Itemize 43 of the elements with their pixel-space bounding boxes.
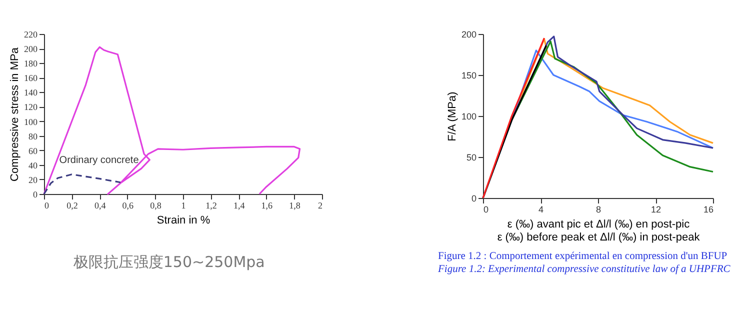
x-tick-label: 0,6 xyxy=(122,200,134,210)
x-tick-label: 1 xyxy=(181,200,186,210)
y-tick-label: 100 xyxy=(461,112,476,122)
y-tick-label: 200 xyxy=(461,30,476,40)
y-tick-label: 100 xyxy=(24,116,38,127)
x-tick-label: 0,2 xyxy=(66,200,78,210)
text: 极限抗压强度150~250Mpa xyxy=(72,253,265,271)
y-axis-title: F/A (MPa) xyxy=(446,92,458,142)
y-tick-label: 40 xyxy=(28,160,38,170)
y-tick-label: 160 xyxy=(24,73,38,84)
x-tick-label: 16 xyxy=(703,204,714,214)
y-tick-label: 60 xyxy=(28,146,38,156)
x-tick-label: 0 xyxy=(484,204,489,214)
y-tick-label: 0 xyxy=(471,194,476,204)
x-tick-label: 1,2 xyxy=(206,200,217,210)
y-tick-label: 200 xyxy=(24,44,38,54)
y-tick-label: 150 xyxy=(461,70,476,80)
x-tick-label: 1,8 xyxy=(289,200,301,210)
y-tick-label: 80 xyxy=(28,131,38,142)
x-tick-label: 1,6 xyxy=(261,200,274,210)
x-tick-label: 4 xyxy=(538,204,544,214)
y-tick-label: 220 xyxy=(24,30,38,40)
caption: Figure 1.2: Experimental compressive constitutive law of a UHPFRC xyxy=(437,264,732,275)
x-tick-label: 0,8 xyxy=(150,200,162,210)
line-series xyxy=(43,46,301,195)
y-tick-label: 20 xyxy=(28,174,38,185)
x-tick-label: 12 xyxy=(650,204,662,214)
x-tick-label: 8 xyxy=(596,204,602,214)
line-series xyxy=(43,174,122,195)
x-axis-title: Strain in % xyxy=(156,214,210,226)
x-axis-title: ε (‰) avant pic et Δl/l (‰) en post-pic ε (‰) before peak et Δl/l (‰) in post-peak xyxy=(497,218,700,244)
x-tick-label: 0 xyxy=(44,200,50,210)
y-tick-label: 120 xyxy=(24,102,38,112)
x-tick-label: 1,4 xyxy=(233,200,246,210)
x-tick-label: 0,4 xyxy=(94,200,106,210)
caption: Figure 1.2 : Comportement expérimental en compression d'un BFUP xyxy=(438,251,728,262)
y-tick-label: 0 xyxy=(33,190,38,200)
y-tick-label: 50 xyxy=(466,152,476,162)
y-tick-label: 140 xyxy=(24,88,38,98)
annotation: Ordinary concrete xyxy=(59,155,140,166)
x-tick-label: 2 xyxy=(318,200,322,210)
y-axis-title: Compressive stress in MPa xyxy=(9,46,21,182)
y-tick-label: 180 xyxy=(24,58,38,69)
